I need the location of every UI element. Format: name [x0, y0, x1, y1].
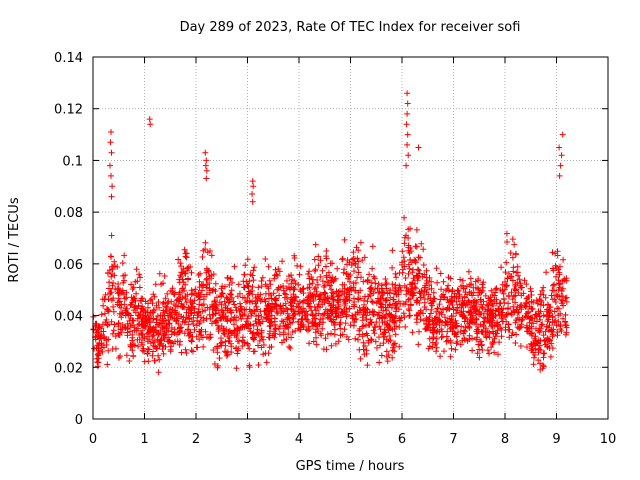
axis-ticks [92, 56, 609, 420]
y-tick-label: 0 [75, 413, 83, 428]
x-tick-label: 4 [295, 432, 303, 447]
x-tick-label: 6 [398, 432, 406, 447]
y-tick-label: 0.14 [54, 51, 83, 66]
x-tick-label: 3 [243, 432, 251, 447]
x-tick-label: 2 [192, 432, 200, 447]
x-tick-label: 5 [346, 432, 354, 447]
data-points [90, 90, 570, 376]
chart-title: Day 289 of 2023, Rate Of TEC Index for r… [180, 20, 521, 35]
y-axis-label: ROTI / TECUs [7, 197, 22, 282]
x-tick-label: 10 [600, 432, 617, 447]
x-tick-label: 8 [501, 432, 509, 447]
y-tick-label: 0.08 [54, 206, 83, 221]
y-tick-labels: 0 0.02 0.04 0.06 0.08 0.1 0.12 0.14 [54, 51, 83, 428]
x-tick-label: 1 [140, 432, 148, 447]
y-tick-label: 0.12 [54, 103, 83, 118]
y-tick-label: 0.02 [54, 361, 83, 376]
x-tick-label: 7 [449, 432, 457, 447]
y-tick-label: 0.06 [54, 258, 83, 273]
x-tick-label: 9 [552, 432, 560, 447]
x-tick-labels: 0 1 2 3 4 5 6 7 8 9 10 [89, 432, 616, 447]
roti-series-markers [90, 90, 570, 376]
x-tick-label: 0 [89, 432, 97, 447]
x-axis-label: GPS time / hours [296, 459, 405, 474]
y-tick-label: 0.1 [62, 154, 83, 169]
y-tick-label: 0.04 [54, 310, 83, 325]
